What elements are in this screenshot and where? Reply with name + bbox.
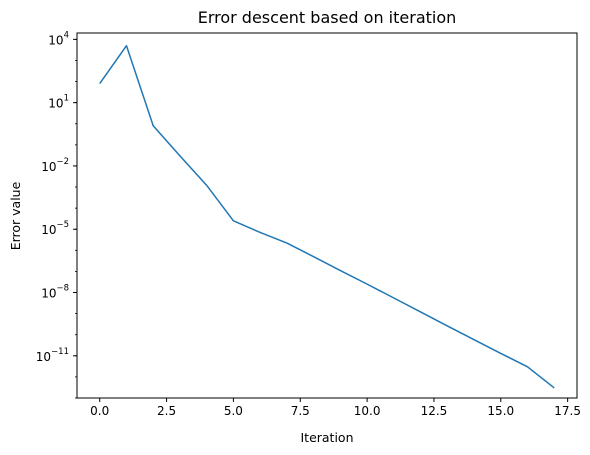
y-tick-label-base: 10 [48, 33, 63, 47]
y-tick-label: 10−2 [41, 157, 69, 174]
y-tick-label-base: 10 [41, 160, 56, 174]
x-axis-label: Iteration [300, 430, 353, 445]
series-line [99, 44, 555, 389]
y-tick-label-exponent: 1 [64, 94, 69, 104]
y-tick-label: 10−5 [41, 220, 69, 237]
x-tick-label: 17.5 [554, 404, 581, 418]
x-tick-label: 2.5 [157, 404, 176, 418]
plot-frame [76, 32, 578, 399]
y-tick-label-exponent: 4 [64, 30, 69, 40]
x-tick-label: 10.0 [354, 404, 381, 418]
y-tick-label-base: 10 [36, 350, 51, 364]
plot-area [77, 33, 577, 398]
y-axis-label: Error value [8, 181, 23, 250]
y-tick-label: 104 [48, 30, 69, 47]
x-tick-label: 15.0 [487, 404, 514, 418]
data-layer [99, 44, 555, 389]
x-tick-label: 7.5 [291, 404, 310, 418]
y-tick-label: 10−8 [41, 284, 69, 301]
chart-title: Error descent based on iteration [198, 8, 457, 27]
y-tick-label-exponent: −11 [51, 347, 69, 357]
y-tick-label-base: 10 [48, 97, 63, 111]
y-tick-label: 101 [48, 94, 69, 111]
y-tick-label: 10−11 [36, 347, 69, 364]
y-tick-label-exponent: −2 [56, 157, 69, 167]
x-axis-ticks: 0.0 2.5 5.0 7.5 10.0 12.5 15.0 17.5 [90, 398, 581, 418]
x-tick-label: 5.0 [224, 404, 243, 418]
x-tick-label: 0.0 [90, 404, 109, 418]
y-tick-label-exponent: −8 [56, 284, 69, 294]
x-tick-label: 12.5 [421, 404, 448, 418]
y-tick-label-base: 10 [41, 223, 56, 237]
y-tick-label-base: 10 [41, 287, 56, 301]
y-tick-label-exponent: −5 [56, 220, 69, 230]
